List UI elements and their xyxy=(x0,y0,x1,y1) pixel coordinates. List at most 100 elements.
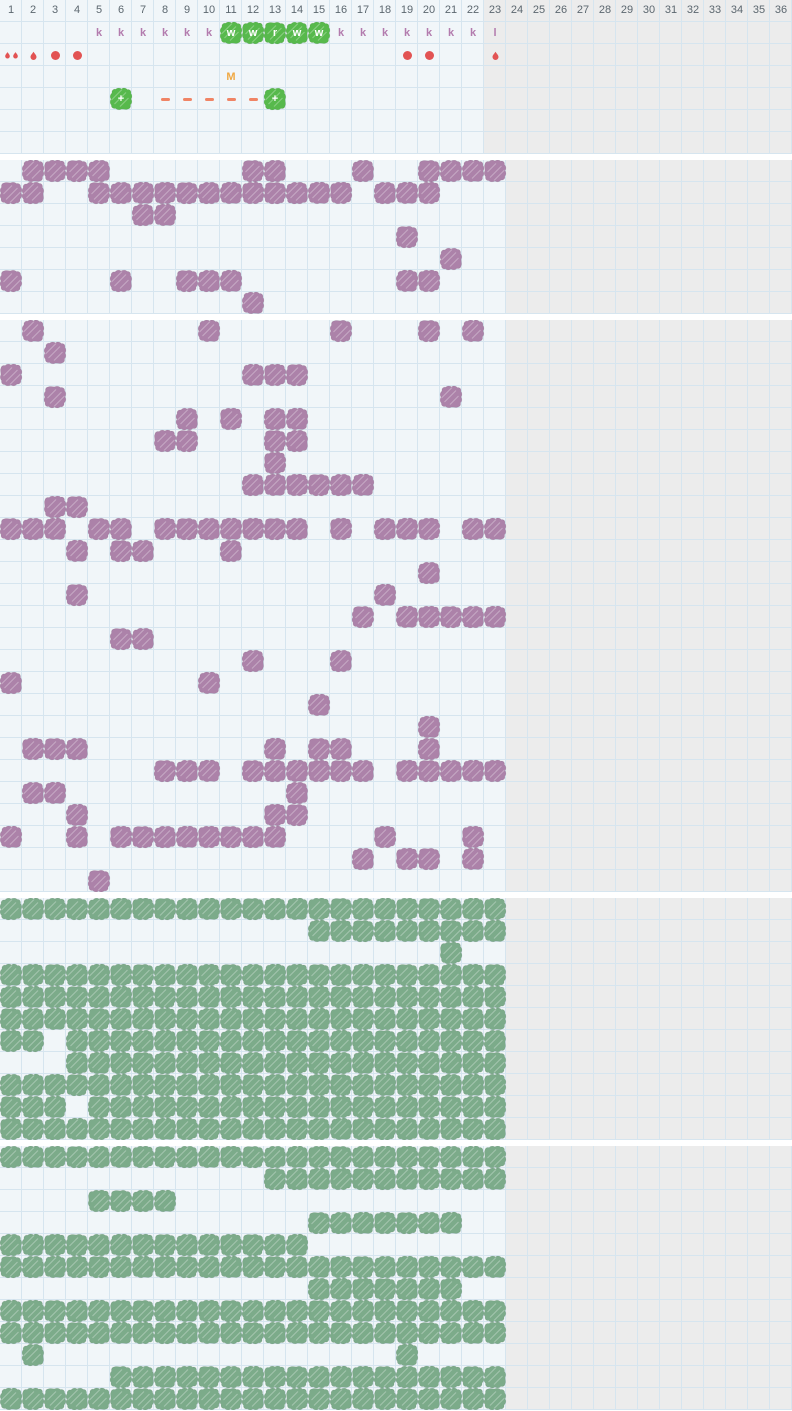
purple-entry-blob[interactable] xyxy=(21,517,45,541)
green-entry-blob[interactable] xyxy=(285,1073,309,1097)
green-entry-blob[interactable] xyxy=(131,1146,155,1169)
purple-entry-blob[interactable] xyxy=(373,583,397,607)
green-entry-blob[interactable] xyxy=(175,1321,199,1345)
green-entry-blob[interactable] xyxy=(65,1321,89,1345)
purple-entry-blob[interactable] xyxy=(0,181,23,205)
green-entry-blob[interactable] xyxy=(65,1007,89,1031)
green-entry-blob[interactable] xyxy=(329,1051,353,1075)
green-entry-blob[interactable] xyxy=(197,1255,221,1279)
letter-blob-marker[interactable]: r xyxy=(263,21,287,45)
green-entry-blob[interactable] xyxy=(329,1029,353,1053)
green-entry-blob[interactable] xyxy=(417,985,441,1009)
green-entry-blob[interactable] xyxy=(21,898,45,921)
green-entry-blob[interactable] xyxy=(0,1255,23,1279)
green-entry-blob[interactable] xyxy=(21,985,45,1009)
purple-entry-blob[interactable] xyxy=(351,605,375,629)
green-entry-blob[interactable] xyxy=(307,1167,331,1191)
green-entry-blob[interactable] xyxy=(439,1029,463,1053)
green-entry-blob[interactable] xyxy=(197,1051,221,1075)
green-entry-blob[interactable] xyxy=(351,1255,375,1279)
green-entry-blob[interactable] xyxy=(329,1095,353,1119)
green-entry-blob[interactable] xyxy=(461,1299,485,1323)
green-entry-blob[interactable] xyxy=(197,1233,221,1257)
green-entry-blob[interactable] xyxy=(0,963,23,987)
green-entry-blob[interactable] xyxy=(153,1051,177,1075)
purple-entry-blob[interactable] xyxy=(197,825,221,849)
green-entry-blob[interactable] xyxy=(395,985,419,1009)
purple-entry-blob[interactable] xyxy=(87,869,111,892)
green-entry-blob[interactable] xyxy=(197,1007,221,1031)
green-entry-blob[interactable] xyxy=(439,941,463,965)
purple-entry-blob[interactable] xyxy=(417,561,441,585)
green-entry-blob[interactable] xyxy=(483,985,507,1009)
green-entry-blob[interactable] xyxy=(87,1051,111,1075)
green-entry-blob[interactable] xyxy=(21,1343,45,1367)
green-entry-blob[interactable] xyxy=(395,1211,419,1235)
green-entry-blob[interactable] xyxy=(417,1051,441,1075)
purple-entry-blob[interactable] xyxy=(395,605,419,629)
purple-entry-blob[interactable] xyxy=(153,517,177,541)
purple-entry-blob[interactable] xyxy=(307,759,331,783)
green-entry-blob[interactable] xyxy=(329,898,353,921)
purple-entry-blob[interactable] xyxy=(43,385,67,409)
green-entry-blob[interactable] xyxy=(351,1117,375,1140)
green-entry-blob[interactable] xyxy=(483,1095,507,1119)
purple-entry-blob[interactable] xyxy=(329,181,353,205)
letter-blob-marker[interactable]: w xyxy=(241,21,265,45)
green-entry-blob[interactable] xyxy=(109,1095,133,1119)
purple-entry-blob[interactable] xyxy=(307,181,331,205)
purple-entry-blob[interactable] xyxy=(131,181,155,205)
purple-entry-blob[interactable] xyxy=(109,517,133,541)
green-entry-blob[interactable] xyxy=(263,1146,287,1169)
green-entry-blob[interactable] xyxy=(87,985,111,1009)
purple-entry-blob[interactable] xyxy=(395,517,419,541)
green-entry-blob[interactable] xyxy=(307,919,331,943)
green-entry-blob[interactable] xyxy=(109,1255,133,1279)
purple-entry-blob[interactable] xyxy=(65,803,89,827)
purple-entry-blob[interactable] xyxy=(461,160,485,183)
green-entry-blob[interactable] xyxy=(307,1321,331,1345)
dash-marker[interactable] xyxy=(176,88,198,110)
purple-entry-blob[interactable] xyxy=(219,517,243,541)
green-entry-blob[interactable] xyxy=(241,1073,265,1097)
green-entry-blob[interactable] xyxy=(373,898,397,921)
green-entry-blob[interactable] xyxy=(131,1321,155,1345)
green-entry-blob[interactable] xyxy=(21,963,45,987)
green-entry-blob[interactable] xyxy=(87,963,111,987)
green-entry-blob[interactable] xyxy=(241,1095,265,1119)
green-entry-blob[interactable] xyxy=(197,1365,221,1389)
green-entry-blob[interactable] xyxy=(43,963,67,987)
purple-entry-blob[interactable] xyxy=(439,160,463,183)
green-entry-blob[interactable] xyxy=(153,1146,177,1169)
green-entry-blob[interactable] xyxy=(197,1073,221,1097)
green-entry-blob[interactable] xyxy=(87,1189,111,1213)
green-entry-blob[interactable] xyxy=(483,1167,507,1191)
green-entry-blob[interactable] xyxy=(351,1211,375,1235)
purple-entry-blob[interactable] xyxy=(351,759,375,783)
purple-entry-blob[interactable] xyxy=(65,539,89,563)
green-entry-blob[interactable] xyxy=(263,1007,287,1031)
green-entry-blob[interactable] xyxy=(307,898,331,921)
green-entry-blob[interactable] xyxy=(175,1051,199,1075)
green-entry-blob[interactable] xyxy=(43,1007,67,1031)
green-entry-blob[interactable] xyxy=(219,1095,243,1119)
green-entry-blob[interactable] xyxy=(131,1365,155,1389)
green-entry-blob[interactable] xyxy=(373,1321,397,1345)
purple-entry-blob[interactable] xyxy=(285,803,309,827)
purple-entry-blob[interactable] xyxy=(329,737,353,761)
green-entry-blob[interactable] xyxy=(285,898,309,921)
purple-entry-blob[interactable] xyxy=(43,737,67,761)
green-entry-blob[interactable] xyxy=(153,1029,177,1053)
green-entry-blob[interactable] xyxy=(483,1365,507,1389)
green-entry-blob[interactable] xyxy=(131,1387,155,1410)
green-entry-blob[interactable] xyxy=(461,985,485,1009)
purple-entry-blob[interactable] xyxy=(395,759,419,783)
green-entry-blob[interactable] xyxy=(439,1051,463,1075)
purple-entry-blob[interactable] xyxy=(351,160,375,183)
green-entry-blob[interactable] xyxy=(65,1051,89,1075)
purple-entry-blob[interactable] xyxy=(241,759,265,783)
green-entry-blob[interactable] xyxy=(109,1051,133,1075)
green-entry-blob[interactable] xyxy=(263,1387,287,1410)
green-entry-blob[interactable] xyxy=(329,1277,353,1301)
purple-entry-blob[interactable] xyxy=(461,825,485,849)
